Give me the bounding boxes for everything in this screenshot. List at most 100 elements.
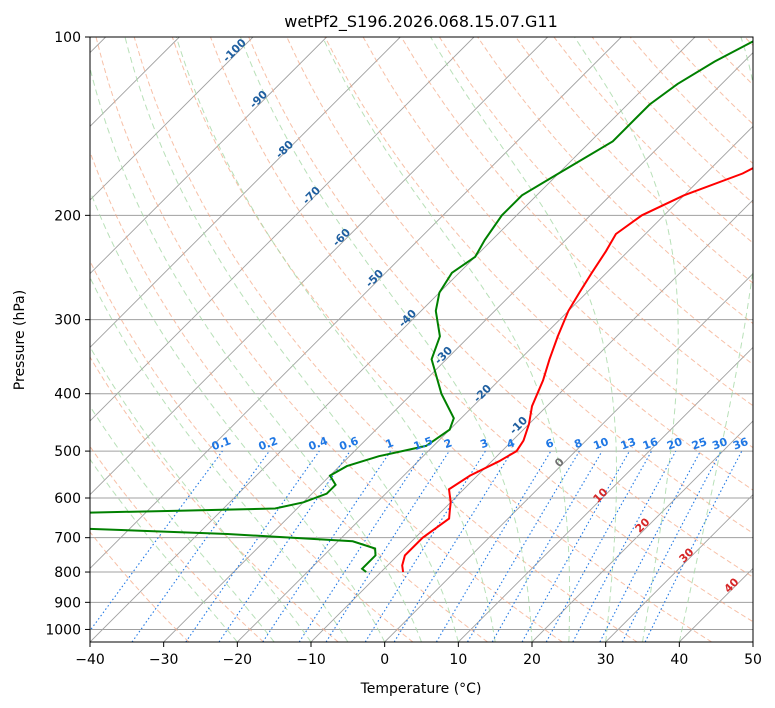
dry-adiabat-line	[400, 37, 753, 407]
mixing-ratio-line	[90, 450, 223, 632]
background-lines	[90, 37, 753, 642]
x-tick-label: −40	[75, 652, 105, 668]
mixing-ratio-label: 0.6	[338, 434, 361, 453]
isotherm-line	[384, 273, 753, 642]
mixing-ratio-label: 0.4	[307, 434, 330, 453]
dry-adiabat-line	[95, 37, 563, 642]
mixing-ratio-label: 30	[710, 435, 729, 453]
y-axis-label: Pressure (hPa)	[12, 290, 28, 390]
moist-adiabat-line	[90, 345, 312, 642]
dry-adiabat-line	[133, 37, 638, 642]
mixing-ratio-label: 0.2	[257, 434, 280, 453]
isotherm-line	[531, 420, 753, 642]
moist-adiabat-line	[90, 65, 422, 642]
moist-adiabat-line	[678, 37, 753, 642]
x-tick-label: 40	[670, 652, 688, 668]
dry-adiabat-line	[171, 37, 712, 642]
moist-adiabat-line	[175, 37, 496, 642]
dry-adiabat-line	[324, 37, 753, 491]
profiles	[90, 40, 753, 573]
x-tick-label: −30	[149, 652, 179, 668]
isotherm-line	[458, 346, 753, 642]
mixing-ratio-label: 20	[665, 435, 684, 453]
moist-adiabat-line	[430, 37, 617, 642]
mixing-ratio-line	[298, 450, 425, 642]
y-tick-label: 100	[54, 30, 81, 46]
y-tick-label: 400	[54, 387, 81, 403]
y-tick-label: 900	[54, 595, 81, 611]
isotherm-line	[163, 52, 753, 642]
x-tick-label: 50	[744, 652, 762, 668]
isotherm-line	[90, 37, 254, 201]
dry-adiabat-line	[90, 531, 190, 642]
y-tick-label: 800	[54, 565, 81, 581]
mixing-ratio-label: 4	[505, 436, 517, 451]
mixing-ratio-label: 13	[619, 435, 638, 452]
dry-adiabat-line	[248, 37, 753, 578]
moist-adiabat-line	[574, 37, 679, 642]
moist-adiabat-line	[90, 405, 275, 642]
mixing-ratio-line	[521, 450, 630, 642]
mixing-ratio-label: 0.1	[210, 434, 233, 453]
mixing-ratio-line	[644, 450, 743, 642]
moist-adiabat-line	[322, 37, 571, 642]
moist-adiabat-line	[124, 37, 459, 642]
chart-title: wetPf2_S196.2026.068.15.07.G11	[284, 12, 558, 32]
isotherm-line	[752, 641, 753, 642]
mixing-ratio-line	[325, 450, 450, 642]
dry-adiabat-line	[515, 37, 753, 284]
x-axis-label: Temperature (°C)	[360, 681, 482, 697]
mixing-ratio-label: 3	[478, 436, 490, 451]
isotherm-line	[90, 37, 622, 569]
x-tick-label: −20	[223, 652, 253, 668]
x-tick-label: −10	[296, 652, 326, 668]
dry-adiabat-line	[210, 37, 753, 623]
mixing-ratio-label: 16	[641, 435, 660, 453]
plot-background	[90, 37, 753, 642]
y-tick-label: 600	[54, 491, 81, 507]
mixing-ratio-line	[218, 450, 351, 642]
dry-adiabat-line	[90, 356, 339, 642]
mixing-ratio-line	[545, 450, 653, 642]
isotherm-line	[90, 37, 548, 496]
mixing-ratio-label: 25	[690, 435, 709, 452]
dry-adiabat-line	[90, 445, 264, 642]
mixing-ratio-label: 8	[572, 436, 584, 451]
mixing-ratio-label: 10	[592, 435, 611, 453]
mixing-ratio-label: 1.5	[412, 434, 435, 453]
plot-frame	[89, 36, 754, 643]
mixing-ratio-label: 1	[384, 436, 396, 451]
mixing-ratio-line	[131, 450, 270, 642]
mixing-ratio-line	[393, 450, 513, 642]
dry-adiabat-line	[90, 259, 414, 642]
isotherm-line	[90, 37, 475, 422]
moist-adiabat-line	[90, 458, 238, 642]
isotherm-line	[605, 494, 753, 642]
dewpoint-profile	[90, 40, 753, 573]
isotherm-line	[90, 37, 401, 348]
mixing-ratio-label: 2	[442, 436, 454, 451]
y-tick-label: 700	[54, 531, 81, 547]
mixing-ratio-line	[572, 450, 677, 642]
axis-ticks: −40 −30 −20 −10 0 10 20 30 40 5010020030040050060…	[45, 30, 762, 668]
y-tick-label: 300	[54, 313, 81, 329]
temperature-profile	[401, 167, 753, 573]
x-tick-label: 30	[597, 652, 615, 668]
x-tick-label: 10	[449, 652, 467, 668]
dry-adiabat-line	[438, 37, 753, 366]
x-tick-label: 0	[380, 652, 389, 668]
isotherm-line	[90, 37, 327, 275]
moist-adiabat-line	[90, 189, 386, 642]
y-tick-label: 1000	[45, 622, 81, 638]
y-tick-label: 500	[54, 444, 81, 460]
mixing-ratio-line	[185, 450, 320, 642]
moist-adiabat-line	[90, 276, 349, 642]
dry-adiabat-line	[90, 150, 488, 642]
mixing-ratio-label: 6	[544, 436, 556, 451]
mixing-ratio-line	[262, 450, 392, 642]
x-tick-label: 20	[523, 652, 541, 668]
mixing-ratio-label: 36	[731, 435, 750, 453]
moist-adiabat-line	[239, 37, 533, 642]
y-tick-label: 200	[54, 208, 81, 224]
